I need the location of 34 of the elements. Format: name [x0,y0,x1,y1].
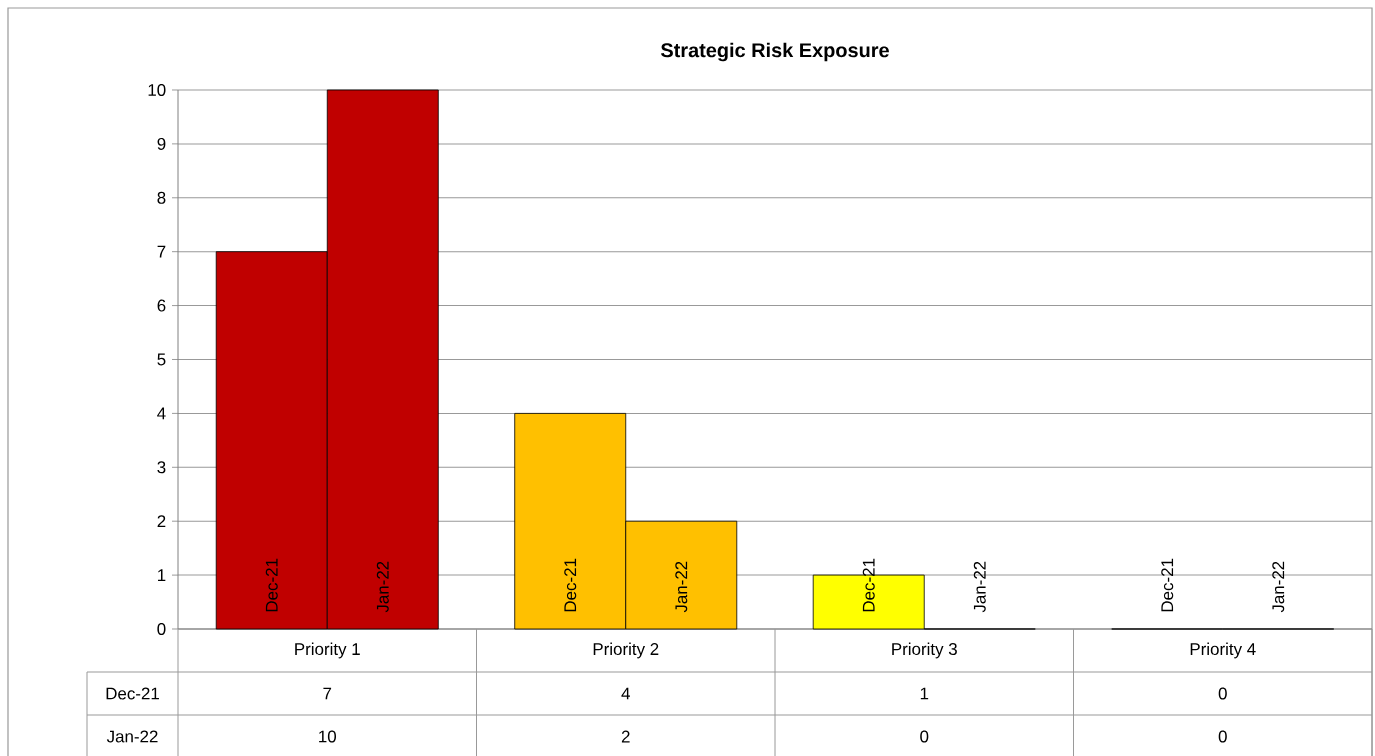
text: Jan-22 [106,730,158,743]
data-label: 10 [319,730,337,743]
text: Dec-21 [106,687,159,700]
x-tick-label: Priority 3 [892,642,957,659]
data-label: 4 [621,687,630,700]
text: Jan-22 [973,561,986,613]
y-tick-label: 2 [157,515,166,528]
text: Dec-21 [265,558,278,612]
text: Jan-22 [1272,561,1285,613]
y-tick-label: 0 [157,623,166,635]
data-label: 2 [621,730,630,743]
x-tick-label: Priority 4 [1190,642,1256,659]
y-tick-label: 9 [157,137,166,150]
text: Jan-22 [675,561,688,613]
y-tick-label: 6 [157,299,166,312]
series-label: Dec-21 [862,558,875,612]
data-label: 1 [920,687,929,700]
chart-title: Strategic Risk Exposure [660,42,889,62]
x-tick-label: Priority 1 [295,642,360,659]
y-tick-label: 3 [157,461,166,474]
data-label: 0 [920,730,929,743]
y-tick-label: 1 [158,569,166,581]
data-label: 0 [1218,730,1227,743]
data-label: 7 [323,687,332,700]
text: Dec-21 [564,558,577,612]
series-label: Jan-22 [376,561,389,613]
x-tick-label: Priority 2 [593,642,659,659]
y-tick-label: 7 [157,245,166,258]
y-tick-label: 5 [157,353,166,366]
y-tick-label: 4 [157,407,166,420]
y-tick-label: 8 [157,191,166,204]
text: Dec-21 [1161,558,1174,612]
data-label: 0 [1218,687,1227,700]
y-tick-label: 10 [148,83,166,96]
